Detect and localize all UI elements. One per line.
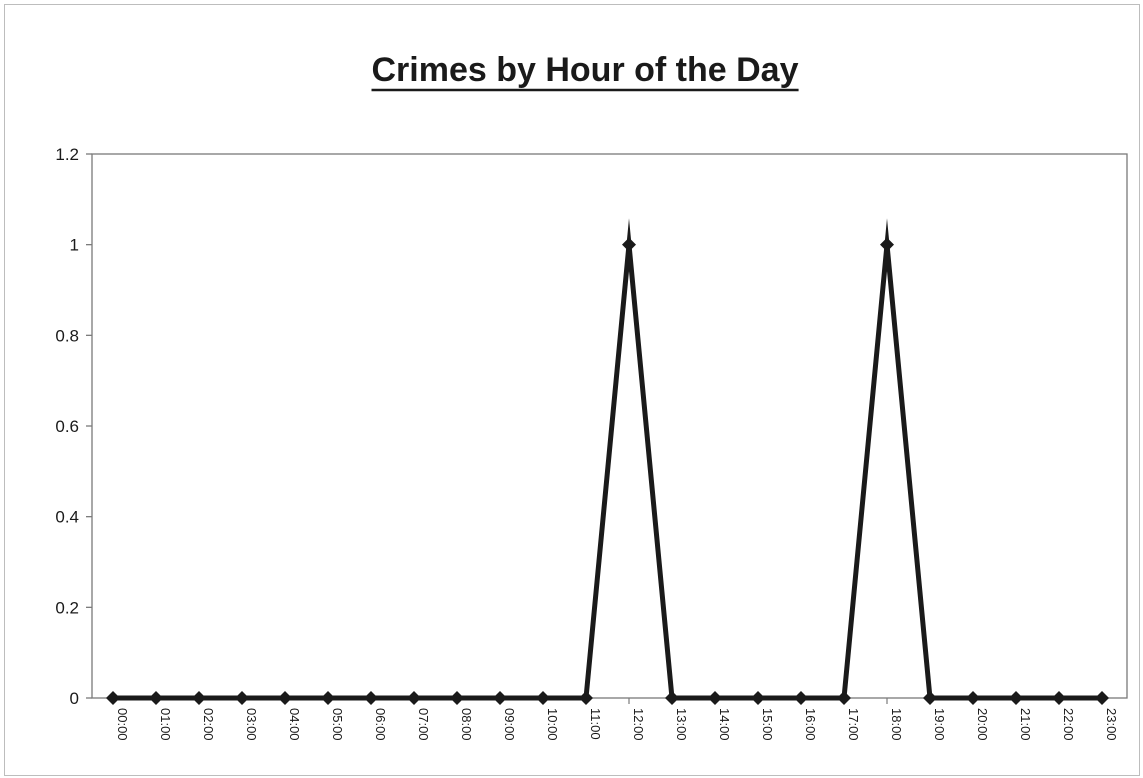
data-point-marker	[407, 691, 421, 705]
data-point-marker	[364, 691, 378, 705]
x-tick-label: 17:00	[846, 708, 861, 741]
x-tick-label: 08:00	[459, 708, 474, 741]
x-tick-label: 04:00	[287, 708, 302, 741]
x-tick-label: 13:00	[674, 708, 689, 741]
y-tick-label: 0.6	[55, 417, 79, 436]
x-tick-label: 10:00	[545, 708, 560, 741]
x-tick-label: 06:00	[373, 708, 388, 741]
data-point-marker	[536, 691, 550, 705]
x-tick-label: 02:00	[201, 708, 216, 741]
data-point-marker	[1052, 691, 1066, 705]
data-point-marker	[493, 691, 507, 705]
series-line	[113, 218, 1102, 701]
y-tick-label: 1.2	[55, 145, 79, 164]
x-axis: 00:00 01:00 02:00 03:00 04:00 05:00 06:00 07:00…	[112, 698, 1119, 741]
y-tick-label: 0	[70, 689, 79, 708]
data-point-marker	[278, 691, 292, 705]
x-tick-label: 05:00	[330, 708, 345, 741]
data-point-marker	[751, 691, 765, 705]
x-tick-label: 00:00	[115, 708, 130, 741]
data-point-marker	[1095, 691, 1109, 705]
data-point-marker	[665, 691, 679, 705]
x-tick-label: 09:00	[502, 708, 517, 741]
data-point-marker	[966, 691, 980, 705]
y-tick-label: 1	[70, 236, 79, 255]
y-tick-label: 0.2	[55, 598, 79, 617]
data-point-marker	[106, 691, 120, 705]
x-tick-label: 15:00	[760, 708, 775, 741]
data-point-marker	[794, 691, 808, 705]
x-tick-label: 11:00	[588, 708, 603, 740]
data-point-marker	[579, 691, 593, 705]
y-tick-label: 0.4	[55, 508, 79, 527]
chart-title: Crimes by Hour of the Day	[372, 51, 799, 89]
chart-frame	[4, 4, 1140, 776]
data-point-marker	[321, 691, 335, 705]
data-point-marker	[622, 237, 636, 252]
data-point-marker	[708, 691, 722, 705]
data-point-marker	[923, 691, 937, 705]
x-tick-label: 18:00	[889, 708, 904, 741]
x-tick-label: 22:00	[1061, 708, 1076, 741]
x-tick-label: 23:00	[1104, 708, 1119, 741]
y-axis: 0 0.2 0.4 0.6 0.8 1 1.2	[55, 145, 92, 708]
data-point-marker	[192, 691, 206, 705]
x-tick-label: 01:00	[158, 708, 173, 741]
x-tick-label: 12:00	[631, 708, 646, 741]
data-point-marker	[235, 691, 249, 705]
data-point-marker	[1009, 691, 1023, 705]
series-markers	[106, 237, 1109, 705]
x-tick-label: 07:00	[416, 708, 431, 741]
x-tick-label: 19:00	[932, 708, 947, 741]
data-point-marker	[149, 691, 163, 705]
data-point-marker	[837, 691, 851, 705]
data-point-marker	[450, 691, 464, 705]
x-tick-label: 16:00	[803, 708, 818, 741]
x-tick-label: 03:00	[244, 708, 259, 741]
x-tick-label: 21:00	[1018, 708, 1033, 741]
x-tick-label: 20:00	[975, 708, 990, 741]
data-point-marker	[880, 237, 894, 252]
x-tick-label: 14:00	[717, 708, 732, 741]
y-tick-label: 0.8	[55, 326, 79, 345]
